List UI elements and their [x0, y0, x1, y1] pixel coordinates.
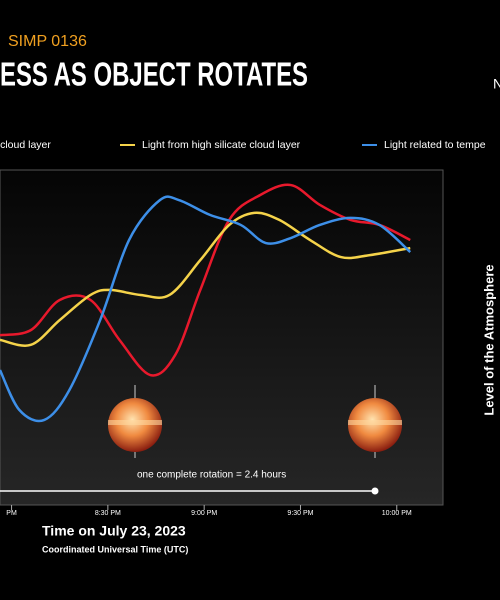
x-tick-label: 9:30 PM	[287, 510, 313, 517]
y2-label: Level of the Atmosphere	[481, 264, 496, 415]
x-sublabel: Coordinated Universal Time (UTC)	[42, 544, 188, 554]
supertitle: SIMP 0136	[8, 33, 87, 50]
series-line	[0, 195, 412, 423]
corner-text: N	[493, 76, 500, 92]
annotation: one complete rotation = 2.4 hours	[137, 470, 286, 481]
planet	[348, 385, 402, 458]
legend-label: Light related to tempe	[384, 139, 486, 151]
x-tick-label: 8:30 PM	[95, 510, 121, 517]
plot-area	[0, 169, 444, 506]
title: ESS AS OBJECT ROTATES	[0, 56, 308, 93]
series-line	[0, 183, 411, 377]
x-tick-label: 10:00 PM	[382, 510, 412, 517]
x-tick-label: PM	[6, 510, 17, 517]
planet	[108, 385, 162, 458]
rotation-dot	[371, 487, 379, 495]
x-label: Time on July 23, 2023	[42, 523, 186, 539]
series-line	[0, 211, 411, 347]
legend-label: Light from high silicate cloud layer	[142, 139, 301, 151]
legend-label: ron cloud layer	[0, 139, 51, 151]
x-tick-label: 9:00 PM	[191, 510, 217, 517]
